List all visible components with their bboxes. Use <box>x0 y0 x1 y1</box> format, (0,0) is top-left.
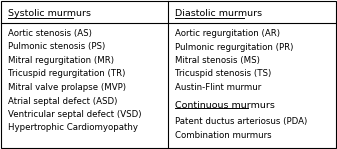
Text: Tricuspid regurgitation (TR): Tricuspid regurgitation (TR) <box>8 69 125 79</box>
Text: Hypertrophic Cardiomyopathy: Hypertrophic Cardiomyopathy <box>8 124 138 132</box>
Text: Pulmonic regurgitation (PR): Pulmonic regurgitation (PR) <box>175 42 294 52</box>
Text: Aortic stenosis (AS): Aortic stenosis (AS) <box>8 29 92 38</box>
Text: Austin-Flint murmur: Austin-Flint murmur <box>175 83 261 92</box>
Text: Aortic regurgitation (AR): Aortic regurgitation (AR) <box>175 29 280 38</box>
Text: Systolic murmurs: Systolic murmurs <box>8 8 91 17</box>
Text: Pulmonic stenosis (PS): Pulmonic stenosis (PS) <box>8 42 105 52</box>
Text: Continuous murmurs: Continuous murmurs <box>175 101 275 111</box>
Text: Diastolic murmurs: Diastolic murmurs <box>175 8 262 17</box>
Text: Ventricular septal defect (VSD): Ventricular septal defect (VSD) <box>8 110 142 119</box>
Text: Combination murmurs: Combination murmurs <box>175 131 272 139</box>
Text: Atrial septal defect (ASD): Atrial septal defect (ASD) <box>8 97 117 105</box>
Text: Mitral valve prolapse (MVP): Mitral valve prolapse (MVP) <box>8 83 126 92</box>
Text: Tricuspid stenosis (TS): Tricuspid stenosis (TS) <box>175 69 271 79</box>
Text: Mitral stenosis (MS): Mitral stenosis (MS) <box>175 56 260 65</box>
Text: Patent ductus arteriosus (PDA): Patent ductus arteriosus (PDA) <box>175 117 307 126</box>
Text: Mitral regurgitation (MR): Mitral regurgitation (MR) <box>8 56 114 65</box>
